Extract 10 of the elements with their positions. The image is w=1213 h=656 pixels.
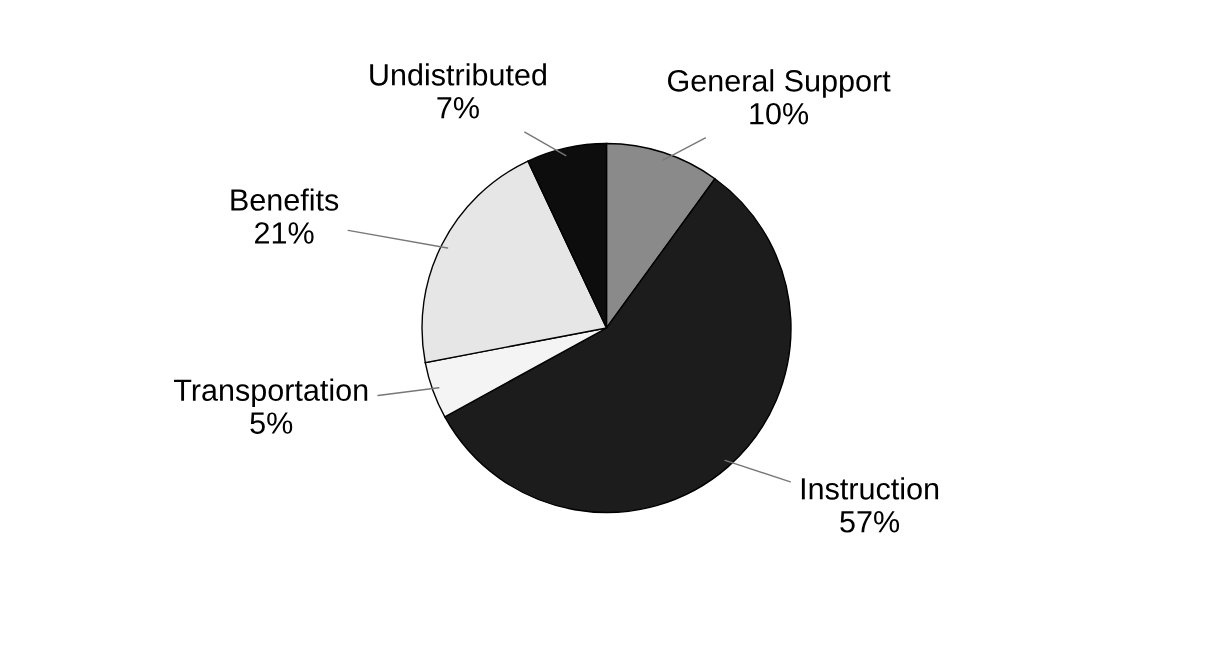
data-label: 7% — [437, 97, 479, 119]
data-label: 10% — [750, 102, 809, 125]
data-label: 21% — [255, 222, 314, 244]
slice-label: Undistributed — [370, 63, 546, 86]
slice-label: Transportation — [173, 378, 368, 408]
slice-label: Instruction — [801, 477, 939, 500]
slice-label: General Support — [668, 69, 891, 98]
slice-label: Benefits — [231, 188, 339, 211]
data-label: 5% — [250, 412, 293, 434]
data-label: 57% — [840, 511, 900, 533]
